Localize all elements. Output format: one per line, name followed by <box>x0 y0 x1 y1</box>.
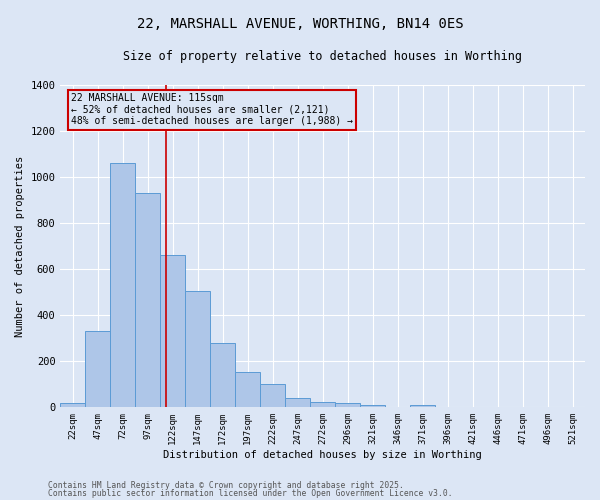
Bar <box>136 193 160 408</box>
Bar <box>310 402 335 407</box>
Bar <box>360 405 385 407</box>
Title: Size of property relative to detached houses in Worthing: Size of property relative to detached ho… <box>123 50 522 63</box>
X-axis label: Distribution of detached houses by size in Worthing: Distribution of detached houses by size … <box>163 450 482 460</box>
Y-axis label: Number of detached properties: Number of detached properties <box>15 156 25 337</box>
Text: 22 MARSHALL AVENUE: 115sqm
← 52% of detached houses are smaller (2,121)
48% of s: 22 MARSHALL AVENUE: 115sqm ← 52% of deta… <box>71 93 353 126</box>
Bar <box>285 398 310 407</box>
Bar <box>110 164 136 408</box>
Bar <box>185 291 210 408</box>
Bar <box>235 372 260 408</box>
Bar <box>85 332 110 407</box>
Bar <box>335 402 360 407</box>
Bar <box>410 406 435 407</box>
Text: Contains public sector information licensed under the Open Government Licence v3: Contains public sector information licen… <box>48 489 452 498</box>
Text: Contains HM Land Registry data © Crown copyright and database right 2025.: Contains HM Land Registry data © Crown c… <box>48 480 404 490</box>
Text: 22, MARSHALL AVENUE, WORTHING, BN14 0ES: 22, MARSHALL AVENUE, WORTHING, BN14 0ES <box>137 18 463 32</box>
Bar <box>210 343 235 407</box>
Bar <box>160 256 185 408</box>
Bar <box>260 384 285 407</box>
Bar <box>61 402 85 407</box>
